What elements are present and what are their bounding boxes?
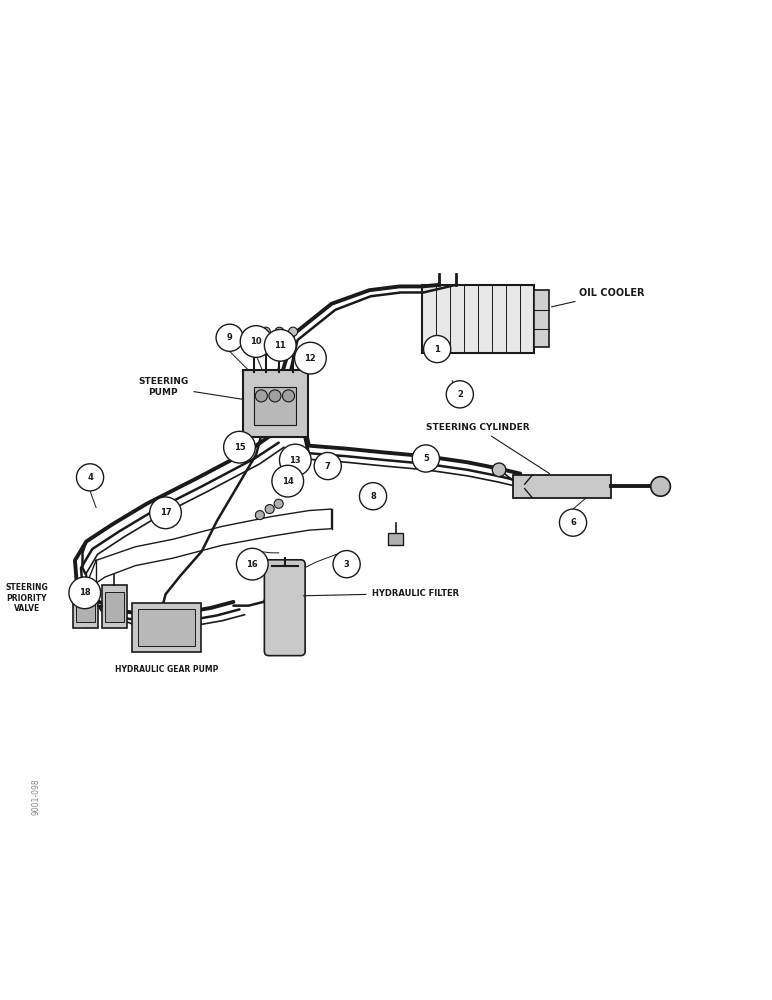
Circle shape bbox=[76, 464, 103, 491]
Circle shape bbox=[560, 509, 587, 536]
Text: STEERING
PUMP: STEERING PUMP bbox=[138, 377, 242, 399]
Circle shape bbox=[289, 327, 297, 336]
FancyBboxPatch shape bbox=[73, 585, 98, 628]
FancyBboxPatch shape bbox=[76, 592, 95, 622]
Circle shape bbox=[412, 445, 439, 472]
Circle shape bbox=[275, 327, 284, 336]
Text: 10: 10 bbox=[250, 337, 262, 346]
Circle shape bbox=[446, 381, 473, 408]
Circle shape bbox=[493, 463, 506, 477]
Circle shape bbox=[333, 551, 361, 578]
Text: 17: 17 bbox=[160, 508, 171, 517]
Text: OIL COOLER: OIL COOLER bbox=[551, 288, 645, 307]
Text: 2: 2 bbox=[457, 390, 462, 399]
Circle shape bbox=[216, 324, 243, 351]
Text: 9: 9 bbox=[227, 333, 232, 342]
Circle shape bbox=[249, 327, 259, 336]
Circle shape bbox=[264, 329, 296, 361]
Text: 4: 4 bbox=[87, 473, 93, 482]
Text: 12: 12 bbox=[304, 354, 317, 363]
Circle shape bbox=[69, 577, 100, 609]
Text: 7: 7 bbox=[325, 462, 330, 471]
Text: 11: 11 bbox=[274, 341, 286, 350]
Circle shape bbox=[283, 390, 295, 402]
Circle shape bbox=[224, 431, 256, 463]
Circle shape bbox=[236, 548, 268, 580]
Text: 14: 14 bbox=[282, 477, 293, 486]
Text: 18: 18 bbox=[79, 588, 90, 597]
Text: STEERING CYLINDER: STEERING CYLINDER bbox=[426, 423, 550, 474]
Circle shape bbox=[360, 483, 387, 510]
Text: 13: 13 bbox=[290, 456, 301, 465]
Circle shape bbox=[314, 452, 341, 480]
FancyBboxPatch shape bbox=[137, 609, 195, 646]
FancyBboxPatch shape bbox=[264, 560, 305, 656]
FancyBboxPatch shape bbox=[102, 585, 127, 628]
Text: 15: 15 bbox=[234, 443, 245, 452]
Circle shape bbox=[272, 465, 303, 497]
Text: STEERING
PRIORITY
VALVE: STEERING PRIORITY VALVE bbox=[5, 583, 48, 613]
Circle shape bbox=[256, 511, 264, 520]
Text: 9001-098: 9001-098 bbox=[31, 779, 40, 815]
Text: 16: 16 bbox=[246, 560, 258, 569]
Circle shape bbox=[295, 342, 327, 374]
FancyBboxPatch shape bbox=[513, 475, 611, 498]
Text: 8: 8 bbox=[370, 492, 376, 501]
FancyBboxPatch shape bbox=[533, 290, 549, 347]
FancyBboxPatch shape bbox=[422, 285, 533, 353]
Circle shape bbox=[262, 327, 270, 336]
Text: 6: 6 bbox=[570, 518, 576, 527]
Circle shape bbox=[240, 326, 272, 357]
Circle shape bbox=[424, 335, 451, 363]
Text: HYDRAULIC FILTER: HYDRAULIC FILTER bbox=[303, 589, 459, 598]
Circle shape bbox=[651, 477, 670, 496]
Text: 3: 3 bbox=[344, 560, 350, 569]
FancyBboxPatch shape bbox=[131, 603, 201, 652]
Circle shape bbox=[265, 505, 274, 514]
Circle shape bbox=[150, 497, 181, 529]
Circle shape bbox=[269, 390, 281, 402]
Circle shape bbox=[279, 444, 311, 476]
FancyBboxPatch shape bbox=[388, 533, 403, 545]
FancyBboxPatch shape bbox=[254, 387, 296, 425]
FancyBboxPatch shape bbox=[105, 592, 124, 622]
Text: HYDRAULIC GEAR PUMP: HYDRAULIC GEAR PUMP bbox=[114, 665, 218, 674]
Circle shape bbox=[256, 390, 267, 402]
Text: 5: 5 bbox=[423, 454, 428, 463]
Circle shape bbox=[274, 499, 283, 508]
Text: 1: 1 bbox=[434, 345, 440, 354]
FancyBboxPatch shape bbox=[243, 370, 308, 437]
